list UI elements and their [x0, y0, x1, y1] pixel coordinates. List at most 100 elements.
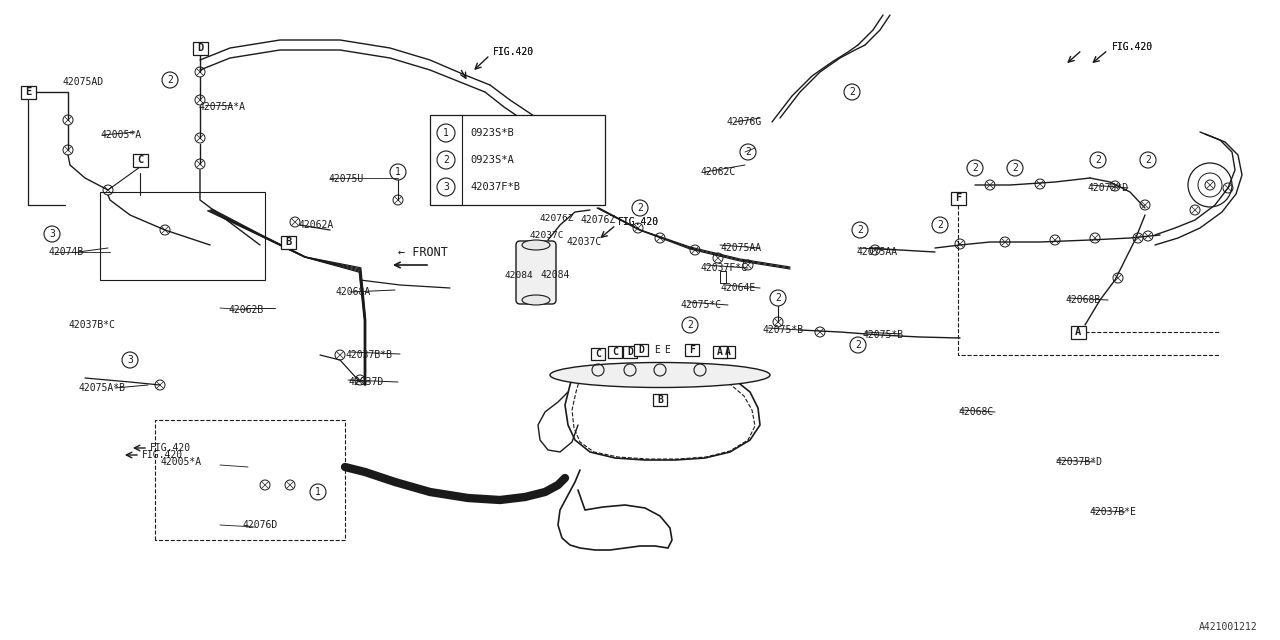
Text: 42062C: 42062C: [700, 167, 735, 177]
Text: 0923S*A: 0923S*A: [470, 155, 513, 165]
Text: C: C: [612, 347, 618, 357]
Text: 2: 2: [1012, 163, 1018, 173]
Text: D: D: [627, 347, 632, 357]
FancyBboxPatch shape: [623, 346, 637, 358]
Text: 2: 2: [687, 320, 692, 330]
Text: 42075A*A: 42075A*A: [198, 102, 244, 112]
Text: 42037F*B: 42037F*B: [470, 182, 520, 192]
FancyBboxPatch shape: [951, 191, 965, 205]
Ellipse shape: [550, 362, 771, 387]
Ellipse shape: [522, 295, 550, 305]
FancyBboxPatch shape: [591, 348, 605, 360]
Text: 42075A*B: 42075A*B: [78, 383, 125, 393]
Text: 42076D: 42076D: [242, 520, 278, 530]
FancyBboxPatch shape: [634, 344, 648, 356]
Text: 42074B: 42074B: [49, 247, 83, 257]
Text: F: F: [955, 193, 961, 203]
Text: FIG.420: FIG.420: [618, 217, 659, 227]
Text: A: A: [724, 347, 731, 357]
Text: 2: 2: [937, 220, 943, 230]
FancyBboxPatch shape: [608, 346, 622, 358]
FancyBboxPatch shape: [685, 344, 699, 356]
Text: 42062B: 42062B: [228, 305, 264, 315]
Text: 42075*C: 42075*C: [680, 300, 721, 310]
Text: 42075AA: 42075AA: [856, 247, 897, 257]
Text: 42068C: 42068C: [957, 407, 993, 417]
Text: 42037B*E: 42037B*E: [1091, 507, 1137, 517]
FancyBboxPatch shape: [653, 394, 667, 406]
Text: 2: 2: [637, 203, 643, 213]
Text: 42075*B: 42075*B: [762, 325, 803, 335]
Text: F: F: [689, 345, 695, 355]
Text: FIG.420: FIG.420: [493, 47, 534, 57]
Text: D: D: [637, 345, 644, 355]
Text: 42075AD: 42075AD: [61, 77, 104, 87]
Text: 3: 3: [127, 355, 133, 365]
Text: 2: 2: [776, 293, 781, 303]
Text: 42075AA: 42075AA: [721, 243, 762, 253]
FancyBboxPatch shape: [280, 236, 296, 248]
Text: 42076Z: 42076Z: [580, 215, 616, 225]
Text: 2: 2: [168, 75, 173, 85]
Text: 42062A: 42062A: [298, 220, 333, 230]
FancyBboxPatch shape: [133, 154, 147, 166]
Text: 42037D: 42037D: [348, 377, 383, 387]
Text: 42075U: 42075U: [328, 174, 364, 184]
Text: 1: 1: [443, 128, 449, 138]
Text: 2: 2: [1096, 155, 1101, 165]
Text: 0923S*B: 0923S*B: [470, 128, 513, 138]
Text: E: E: [24, 87, 31, 97]
Text: 2: 2: [855, 340, 861, 350]
FancyBboxPatch shape: [1070, 326, 1085, 339]
Text: 42076G: 42076G: [726, 117, 762, 127]
Text: 42005*A: 42005*A: [160, 457, 201, 467]
Text: 42037B*D: 42037B*D: [1055, 457, 1102, 467]
Text: 3: 3: [443, 182, 449, 192]
Bar: [100, 192, 265, 280]
Text: 42068B: 42068B: [1065, 295, 1101, 305]
FancyBboxPatch shape: [721, 346, 735, 358]
Text: 42037B*C: 42037B*C: [68, 320, 115, 330]
Text: C: C: [595, 349, 600, 359]
Text: 42084: 42084: [540, 270, 570, 280]
Text: 3: 3: [49, 229, 55, 239]
Text: D: D: [197, 43, 204, 53]
Text: 42037C: 42037C: [530, 230, 564, 239]
Text: 42064E: 42064E: [721, 283, 755, 293]
FancyBboxPatch shape: [516, 241, 556, 304]
Text: 42068A: 42068A: [335, 287, 370, 297]
Text: 42037B*B: 42037B*B: [346, 350, 392, 360]
Text: 42075*B: 42075*B: [861, 330, 904, 340]
Text: 1: 1: [315, 487, 321, 497]
Text: E: E: [654, 345, 660, 355]
Text: 42037C: 42037C: [566, 237, 602, 247]
Text: 2: 2: [858, 225, 863, 235]
FancyBboxPatch shape: [192, 42, 207, 54]
Text: 42037F*C: 42037F*C: [700, 263, 748, 273]
Text: B: B: [285, 237, 291, 247]
Text: 2: 2: [1146, 155, 1151, 165]
Text: C: C: [137, 155, 143, 165]
Text: 2: 2: [745, 147, 751, 157]
Text: 42076Z: 42076Z: [540, 214, 575, 223]
Text: A: A: [1075, 327, 1082, 337]
Text: FIG.420: FIG.420: [493, 47, 534, 57]
Text: E: E: [664, 345, 669, 355]
Bar: [721, 271, 726, 283]
Text: FIG.420: FIG.420: [1112, 42, 1153, 52]
Text: 2: 2: [972, 163, 978, 173]
Text: 42075*D: 42075*D: [1088, 183, 1129, 193]
Text: B: B: [657, 395, 663, 405]
Bar: [430, 115, 605, 205]
Text: 2: 2: [443, 155, 449, 165]
FancyBboxPatch shape: [20, 86, 36, 99]
Text: FIG.420: FIG.420: [618, 217, 659, 227]
Text: 42005*A: 42005*A: [100, 130, 141, 140]
Text: 42084: 42084: [506, 271, 534, 280]
FancyBboxPatch shape: [713, 346, 727, 358]
Ellipse shape: [522, 240, 550, 250]
Text: 2: 2: [849, 87, 855, 97]
Text: A421001212: A421001212: [1199, 622, 1258, 632]
Text: ← FRONT: ← FRONT: [398, 246, 448, 259]
Text: FIG.420: FIG.420: [1112, 42, 1153, 52]
